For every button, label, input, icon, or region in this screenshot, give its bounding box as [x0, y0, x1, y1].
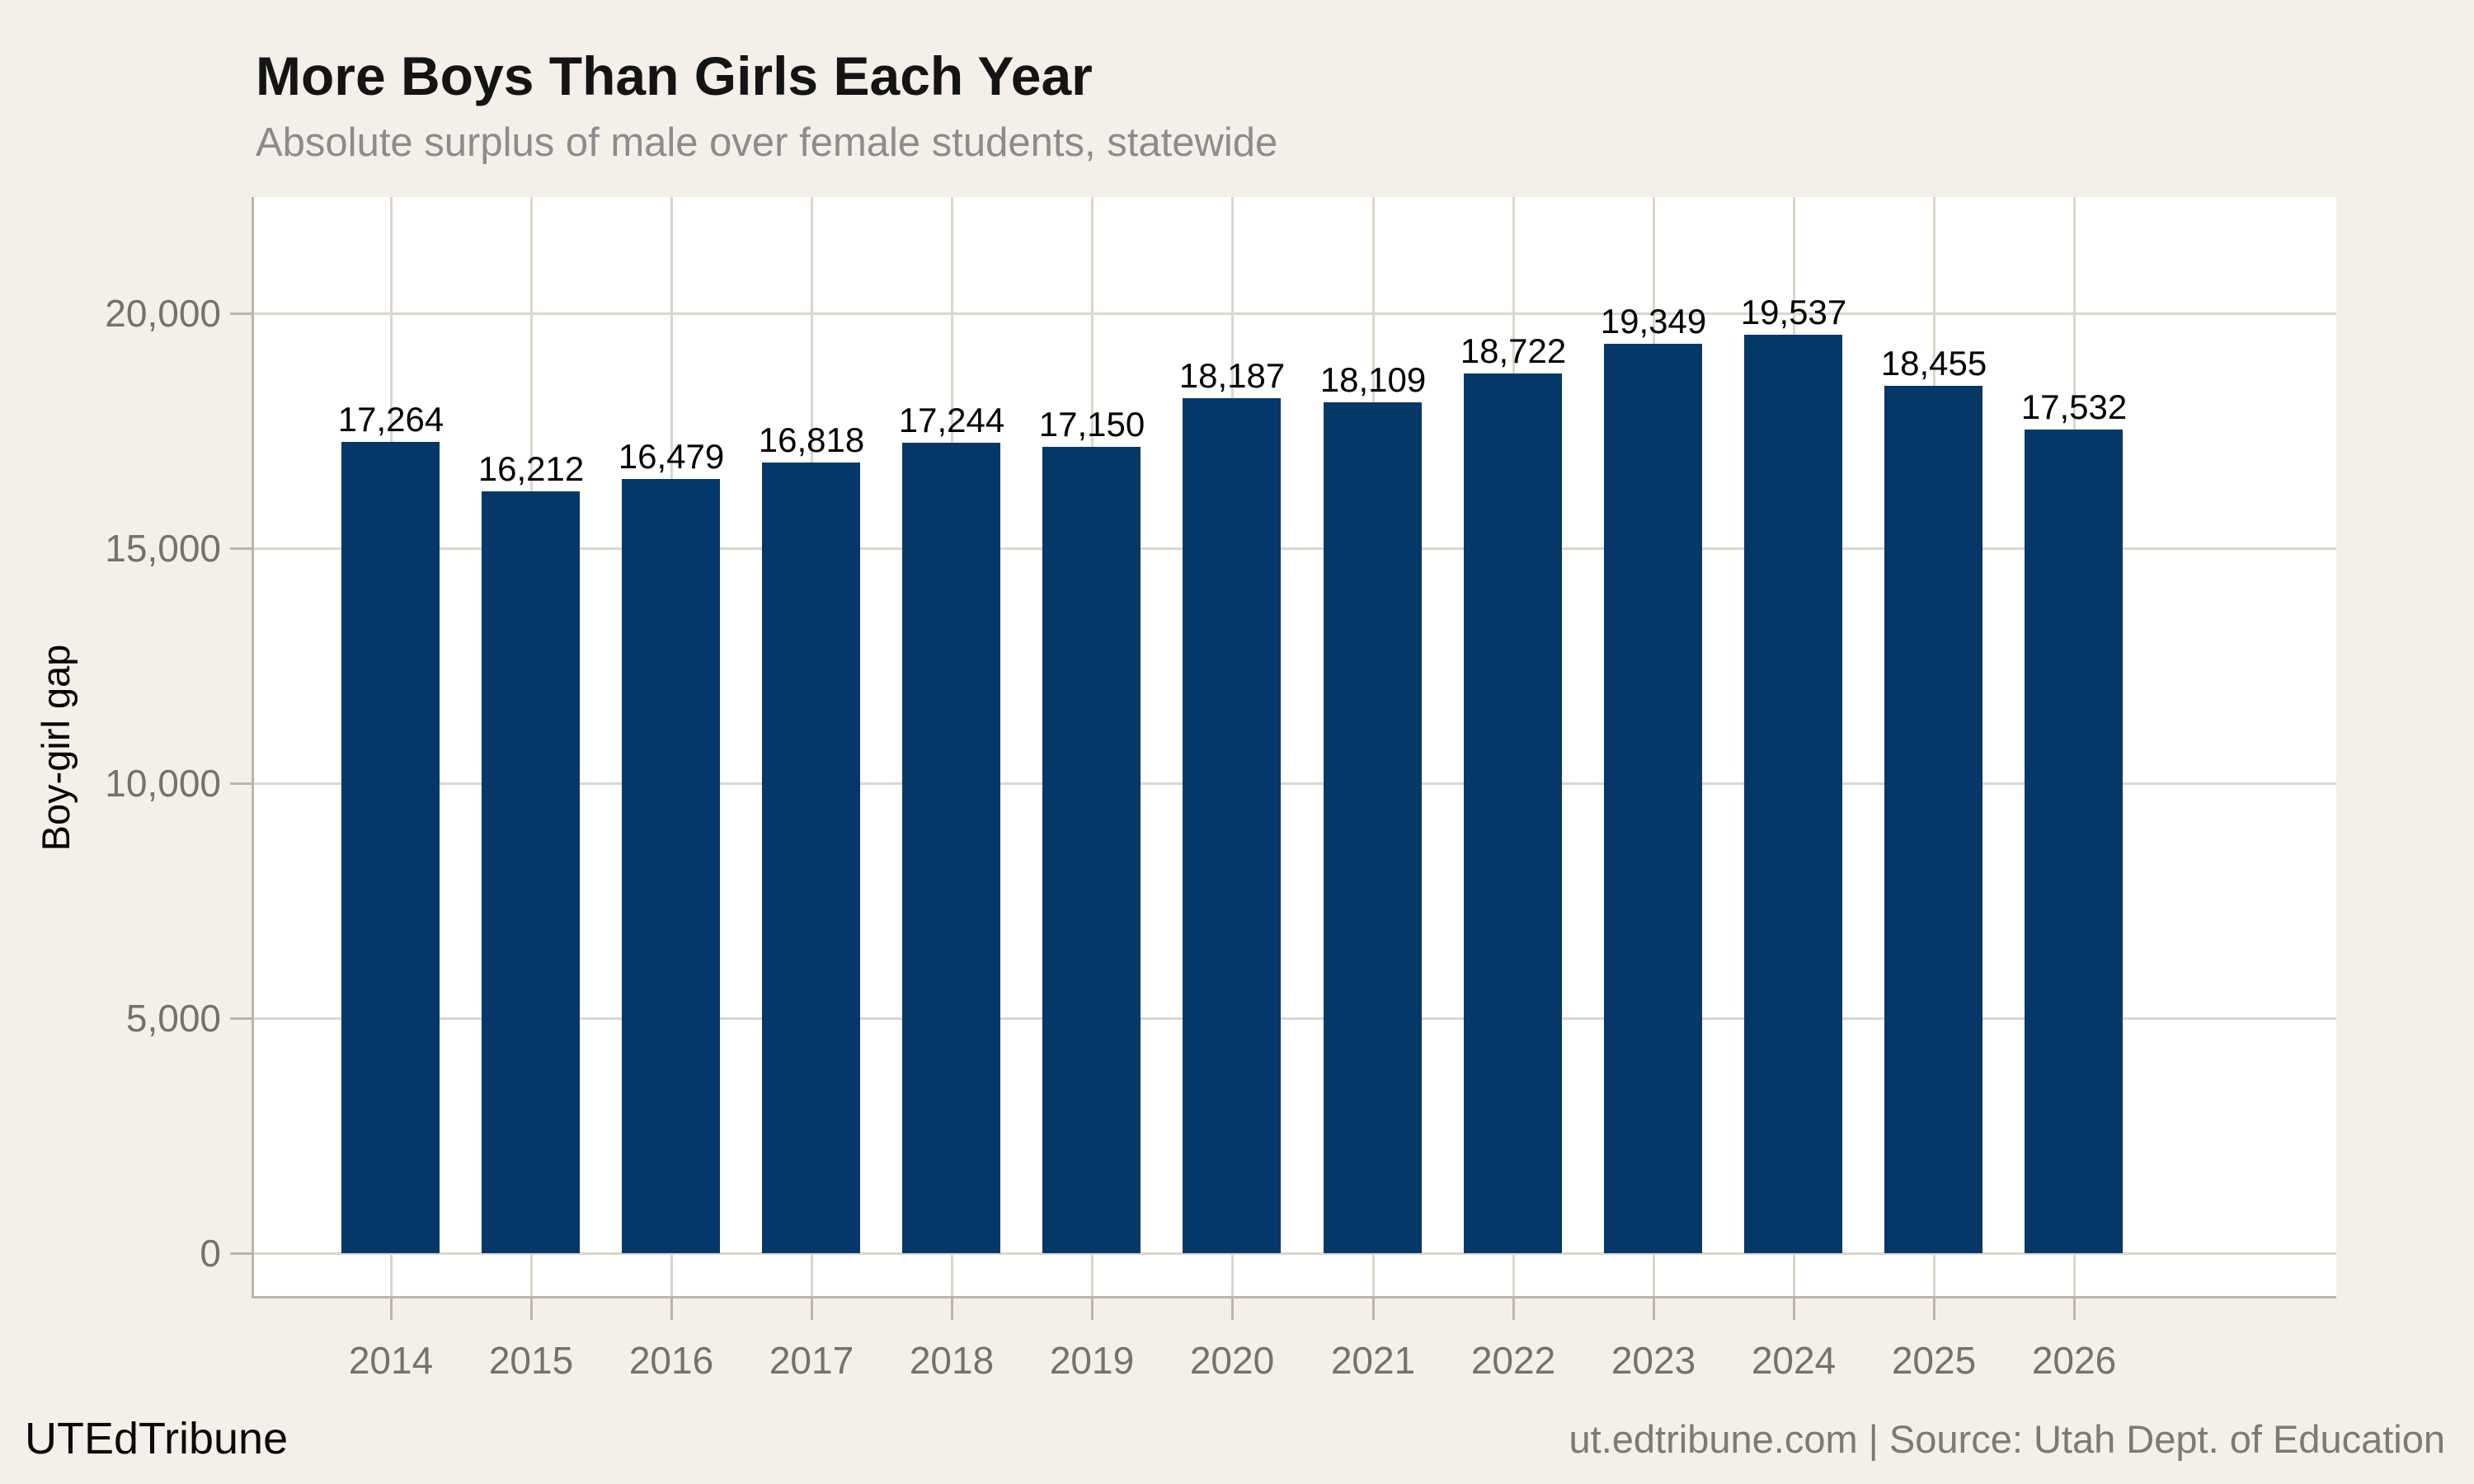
x-tick [390, 1298, 393, 1320]
x-tick-label: 2020 [1189, 1339, 1275, 1382]
bar [1183, 398, 1281, 1253]
bar [1042, 447, 1141, 1253]
h-gridline [252, 1252, 2336, 1255]
x-tick-label: 2015 [488, 1339, 574, 1382]
x-tick-label: 2019 [1049, 1339, 1135, 1382]
x-tick [1231, 1298, 1234, 1320]
bar-value-label: 17,150 [1038, 405, 1145, 444]
x-tick [670, 1298, 673, 1320]
y-tick-label: 20,000 [105, 292, 221, 335]
bar-value-label: 16,479 [618, 437, 725, 476]
bar [482, 491, 580, 1253]
y-tick [230, 782, 252, 785]
x-tick-label: 2014 [348, 1339, 434, 1382]
brand-wordmark: UTEdTribune [25, 1414, 289, 1463]
x-tick [1793, 1298, 1795, 1320]
bar [1884, 386, 1982, 1253]
y-tick [230, 547, 252, 550]
x-tick [2073, 1298, 2076, 1320]
x-tick [1512, 1298, 1515, 1320]
x-tick [951, 1298, 953, 1320]
y-tick [230, 312, 252, 315]
x-tick-label: 2016 [628, 1339, 714, 1382]
bar [341, 442, 440, 1253]
x-tick-label: 2024 [1751, 1339, 1837, 1382]
y-axis-line [252, 197, 254, 1298]
bar [2025, 430, 2123, 1253]
chart-title: More Boys Than Girls Each Year [256, 45, 1093, 106]
y-tick-label: 10,000 [105, 762, 221, 805]
source-attribution: ut.edtribune.com | Source: Utah Dept. of… [1569, 1417, 2445, 1461]
y-axis-title: Boy-girl gap [34, 644, 78, 852]
h-gridline [252, 547, 2336, 550]
x-tick [1091, 1298, 1094, 1320]
x-tick-label: 2021 [1330, 1339, 1416, 1382]
y-tick-label: 0 [200, 1232, 221, 1275]
bar-value-label: 17,264 [337, 400, 444, 439]
bar [1604, 344, 1702, 1253]
bar [762, 463, 860, 1253]
x-tick [1653, 1298, 1655, 1320]
x-tick [811, 1298, 813, 1320]
bar-value-label: 19,537 [1740, 293, 1847, 331]
x-tick-label: 2026 [2031, 1339, 2117, 1382]
x-tick-label: 2018 [909, 1339, 995, 1382]
x-tick-label: 2017 [769, 1339, 854, 1382]
x-tick [1933, 1298, 1935, 1320]
bar-value-label: 17,244 [898, 401, 1005, 439]
x-tick [1372, 1298, 1375, 1320]
bar [1464, 373, 1562, 1253]
h-gridline [252, 782, 2336, 785]
y-tick-label: 5,000 [125, 997, 221, 1040]
x-tick-label: 2025 [1891, 1339, 1977, 1382]
bar-value-label: 18,109 [1319, 360, 1427, 399]
bar-value-label: 18,455 [1880, 344, 1987, 383]
h-gridline [252, 1017, 2336, 1020]
plot-area: 17,264 16,212 16,479 16,818 17,244 17,150 18,1… [252, 197, 2336, 1298]
h-gridline [252, 312, 2336, 315]
bar [1744, 335, 1842, 1253]
bar-value-label: 19,349 [1600, 302, 1707, 340]
bar-value-label: 18,722 [1460, 331, 1567, 370]
y-tick [230, 1017, 252, 1020]
x-tick-label: 2023 [1611, 1339, 1696, 1382]
bar-value-label: 16,212 [477, 449, 585, 488]
chart-subtitle: Absolute surplus of male over female stu… [256, 120, 1278, 165]
x-tick [530, 1298, 533, 1320]
bar-value-label: 17,532 [2020, 387, 2128, 426]
x-tick-label: 2022 [1470, 1339, 1556, 1382]
y-tick [230, 1252, 252, 1255]
bar [622, 479, 720, 1253]
bar [902, 443, 1000, 1253]
x-axis-line [252, 1296, 2336, 1298]
bar-value-label: 16,818 [758, 420, 865, 459]
bar-value-label: 18,187 [1178, 356, 1286, 395]
bar [1324, 402, 1422, 1253]
y-tick-label: 15,000 [105, 527, 221, 570]
